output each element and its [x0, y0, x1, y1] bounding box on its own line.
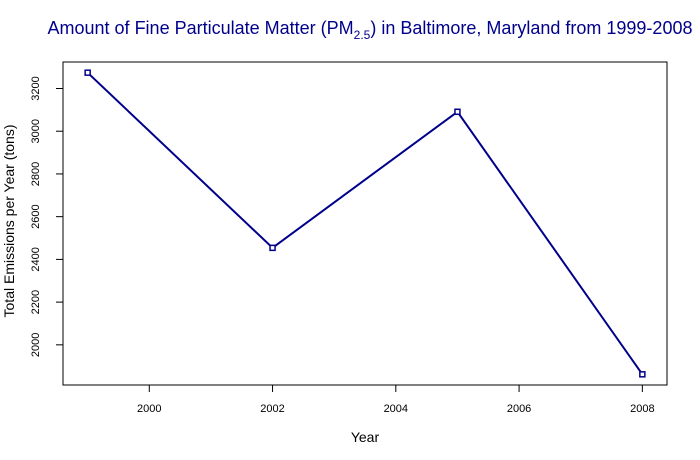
y-axis-label: Total Emissions per Year (tons)	[1, 125, 17, 318]
y-tick-label: 3200	[30, 76, 42, 100]
data-point	[454, 108, 461, 116]
y-tick-label: 2000	[30, 333, 42, 357]
chart-title: Amount of Fine Particulate Matter (PM2.5…	[48, 18, 693, 42]
y-tick-label: 2600	[30, 204, 42, 228]
x-tick-label: 2004	[384, 403, 408, 415]
x-tick-label: 2008	[630, 403, 654, 415]
y-axis: 2000 2200 2400 2600 2800 3000 3200	[30, 76, 64, 357]
y-tick-label: 2400	[30, 247, 42, 271]
y-tick-label: 2200	[30, 290, 42, 314]
series-line	[86, 71, 644, 375]
series-layer	[84, 69, 646, 378]
plot-frame	[62, 61, 668, 386]
chart-title-suffix: ) in Baltimore, Maryland from 1999-2008	[370, 18, 692, 38]
x-axis: 2000 2002 2004 2006 2008	[137, 384, 655, 415]
data-point	[639, 371, 646, 378]
chart-title-subscript: 2.5	[354, 28, 371, 42]
x-axis-label: Year	[351, 429, 380, 445]
x-tick-label: 2006	[507, 403, 531, 415]
x-tick-label: 2000	[137, 403, 161, 415]
data-point	[84, 69, 91, 76]
chart-title-prefix: Amount of Fine Particulate Matter (PM	[48, 18, 354, 38]
y-tick-label: 3000	[30, 119, 42, 143]
data-point	[269, 244, 276, 252]
y-tick-label: 2800	[30, 162, 42, 186]
x-tick-label: 2002	[260, 403, 284, 415]
